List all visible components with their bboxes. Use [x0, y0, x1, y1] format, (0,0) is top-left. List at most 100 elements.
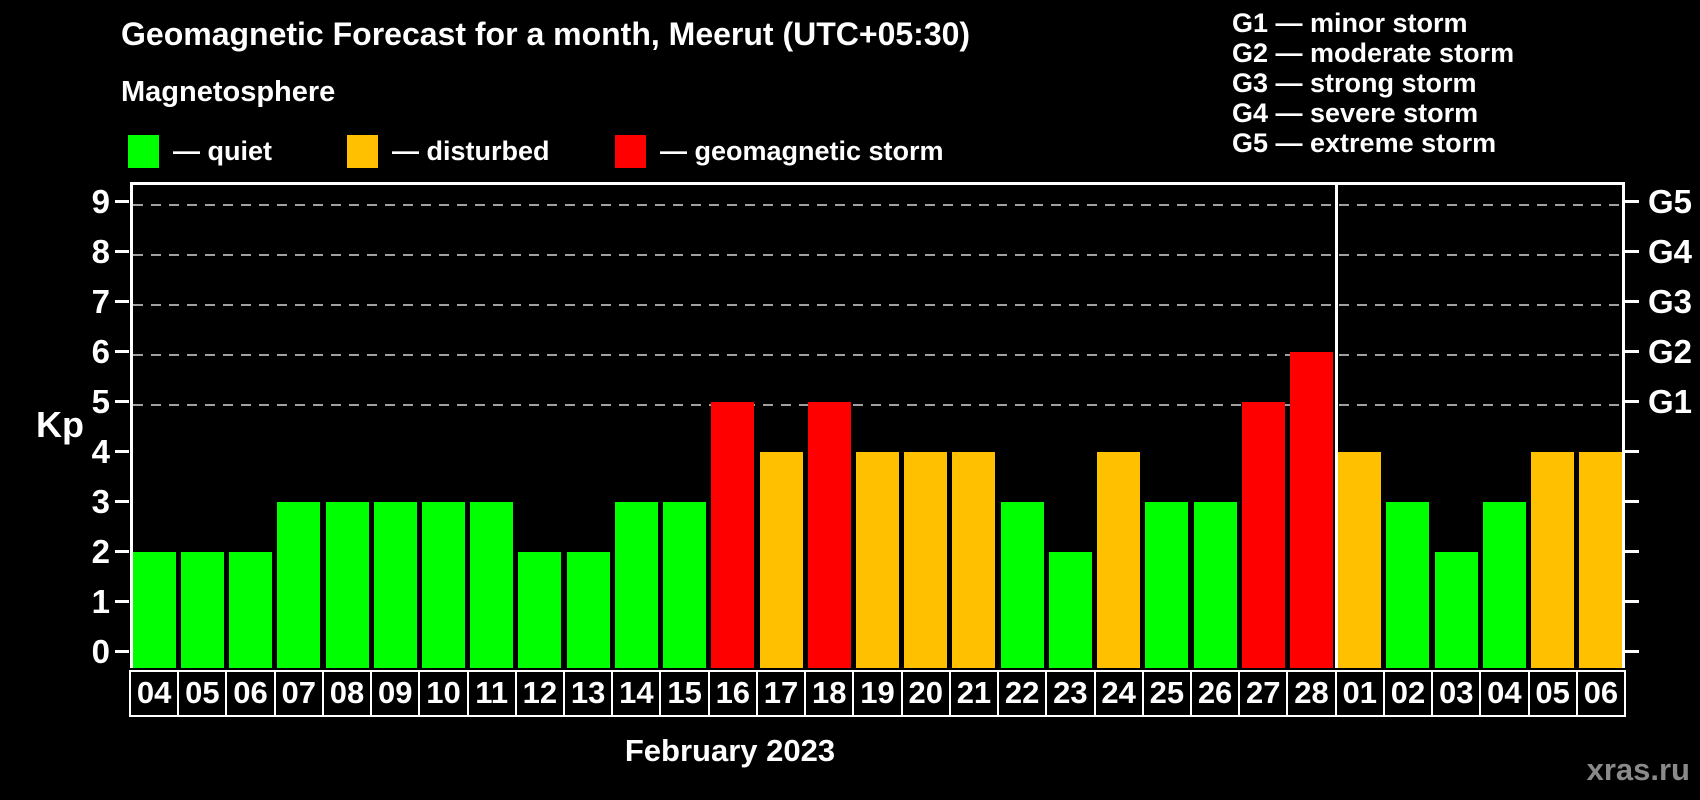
kp-bar: [1531, 452, 1575, 668]
y-tick-right: [1625, 250, 1639, 253]
date-cell: 05: [177, 670, 228, 717]
y-tick-right: [1625, 650, 1639, 653]
g2-legend-line: G2 — moderate storm: [1232, 38, 1515, 68]
kp-bar: [1097, 452, 1141, 668]
gridline-kp7: [133, 304, 1622, 306]
date-cell: 28: [1286, 670, 1337, 717]
date-cell: 03: [1431, 670, 1482, 717]
kp-bar: [132, 552, 176, 668]
g-scale-legend: G1 — minor storm G2 — moderate storm G3 …: [1232, 8, 1514, 158]
g-axis-label-g1: G1: [1648, 383, 1693, 420]
date-cell: 23: [1045, 670, 1096, 717]
kp-bar: [518, 552, 562, 668]
date-cell: 24: [1093, 670, 1144, 717]
date-cell: 15: [659, 670, 710, 717]
y-tick-label: 5: [91, 383, 110, 420]
kp-bar: [1048, 552, 1092, 668]
y-tick-left: [115, 400, 129, 403]
y-tick-right: [1625, 200, 1639, 203]
y-tick-left: [115, 500, 129, 503]
g5-legend-line: G5 — extreme storm: [1232, 128, 1497, 158]
g3-legend-line: G3 — strong storm: [1232, 68, 1477, 98]
kp-bar: [614, 502, 658, 668]
date-cell: 10: [418, 670, 469, 717]
date-cell: 17: [755, 670, 807, 717]
date-cell: 05: [1527, 670, 1578, 717]
chart-title: Geomagnetic Forecast for a month, Meerut…: [121, 16, 971, 52]
date-cell: 16: [707, 670, 758, 717]
y-tick-right: [1625, 500, 1639, 503]
disturbed-color-swatch: [347, 134, 378, 168]
y-tick-label: 6: [91, 333, 110, 370]
chart-subtitle: Magnetosphere: [121, 76, 336, 108]
kp-bar: [470, 502, 514, 668]
y-tick-label: 3: [91, 483, 110, 520]
kp-bar: [229, 552, 273, 668]
x-axis-month-label: February 2023: [624, 733, 836, 768]
legend-item-quiet: — quiet: [128, 134, 272, 168]
date-cell: 25: [1141, 670, 1192, 717]
kp-bar: [952, 452, 996, 668]
kp-bar: [1434, 552, 1478, 668]
date-cell: 12: [514, 670, 566, 717]
y-tick-right: [1625, 400, 1639, 403]
kp-bar: [663, 502, 707, 668]
date-cell: 18: [804, 670, 855, 717]
date-cell: 26: [1189, 670, 1241, 717]
kp-bar: [1386, 502, 1430, 668]
legend-label-quiet: — quiet: [173, 135, 272, 166]
y-tick-left: [115, 550, 129, 553]
y-tick-right: [1625, 300, 1639, 303]
legend-label-disturbed: — disturbed: [392, 135, 550, 166]
g-axis-label-g4: G4: [1648, 233, 1693, 270]
kp-bar: [1338, 452, 1382, 668]
y-tick-left: [115, 200, 129, 203]
kp-bar: [277, 502, 321, 668]
kp-bar: [904, 452, 948, 668]
kp-bar: [856, 452, 899, 668]
date-cell: 11: [466, 670, 517, 717]
g-axis-label-g5: G5: [1648, 183, 1693, 220]
g-axis-label-g3: G3: [1648, 283, 1693, 320]
y-tick-right: [1625, 350, 1639, 353]
y-tick-label: 0: [91, 633, 110, 670]
kp-bar: [807, 402, 851, 668]
gridline-kp5: [133, 404, 1622, 406]
y-tick-left: [115, 600, 129, 603]
kp-bar: [1290, 352, 1334, 668]
date-cell: 08: [321, 670, 373, 717]
kp-bar: [566, 552, 610, 668]
legend-label-storm: — geomagnetic storm: [660, 135, 944, 166]
gridline-kp9: [133, 204, 1622, 206]
kp-bar: [180, 552, 224, 668]
quiet-color-swatch: [128, 134, 159, 168]
y-tick-left: [115, 650, 129, 653]
kp-bar: [1000, 502, 1044, 668]
date-cell: 19: [852, 670, 903, 717]
plot-area: [130, 182, 1625, 668]
date-cell: 04: [129, 670, 180, 717]
date-cell: 01: [1334, 670, 1385, 717]
date-cell: 13: [563, 670, 614, 717]
kp-bar: [421, 502, 465, 668]
month-separator-line: [1334, 185, 1338, 668]
y-tick-label: 1: [91, 583, 110, 620]
y-tick-left: [115, 300, 129, 303]
xras-watermark: xras.ru: [1586, 752, 1690, 787]
date-cell: 04: [1479, 670, 1530, 717]
g1-legend-line: G1 — minor storm: [1232, 8, 1468, 38]
date-cell: 07: [273, 670, 324, 717]
g-axis-label-g2: G2: [1648, 333, 1693, 370]
date-cell: 06: [225, 670, 276, 717]
storm-color-swatch: [615, 134, 646, 168]
date-axis: 04 05 06 07 08 09 10 11 12 13 14 15 16 17 18 19 20 21 22 23…: [129, 670, 1626, 717]
kp-bar: [1579, 452, 1623, 668]
date-cell: 14: [611, 670, 662, 717]
date-cell: 09: [370, 670, 421, 717]
y-tick-left: [115, 250, 129, 253]
y-tick-label: 8: [91, 233, 110, 270]
date-cell: 02: [1382, 670, 1434, 717]
kp-bar: [1145, 502, 1189, 668]
date-cell: 20: [900, 670, 951, 717]
